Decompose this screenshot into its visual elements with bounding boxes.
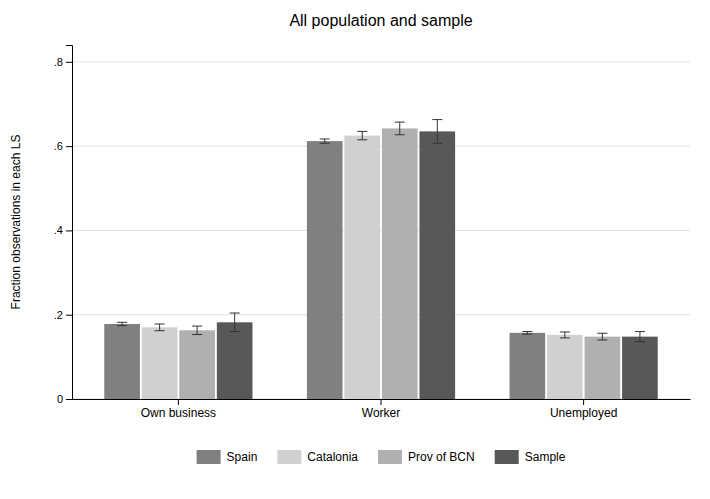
axis-line — [66, 46, 73, 400]
tick-mark — [583, 399, 584, 405]
title: All population and sample — [289, 12, 472, 29]
legend-swatch — [277, 450, 301, 464]
error-bar — [522, 332, 532, 335]
y-axis-title: Fraction observations in each LS — [9, 135, 23, 310]
tick-mark — [66, 230, 72, 231]
series — [217, 120, 658, 399]
bar — [510, 333, 546, 399]
grid-line — [72, 314, 690, 315]
error-bar — [560, 332, 570, 338]
tick: .6 — [54, 140, 72, 152]
bar — [307, 141, 343, 399]
tick: .4 — [54, 224, 72, 236]
tick-mark — [66, 399, 72, 400]
series — [142, 131, 583, 399]
tick-label: Own business — [141, 406, 216, 420]
y-axis: 0 .2 .4 .6 .8 — [54, 46, 73, 406]
error-bar — [192, 326, 202, 334]
tick-mark — [178, 399, 179, 405]
legend-swatch — [378, 450, 402, 464]
error-bar — [117, 322, 127, 325]
legend-item: Sample — [495, 450, 566, 464]
grid-line — [72, 230, 690, 231]
plot: 0 .2 .4 .6 .8 Own business Worker Unemployed — [54, 46, 691, 420]
bar — [547, 335, 583, 399]
legend-swatch — [495, 450, 519, 464]
bar — [179, 330, 215, 399]
tick-mark — [381, 399, 382, 405]
grid-line — [72, 61, 690, 62]
tick: Unemployed — [550, 399, 617, 420]
legend-item: Prov of BCN — [378, 450, 475, 464]
error-bar — [395, 122, 405, 135]
error-bar — [320, 139, 330, 143]
tick: .2 — [54, 309, 72, 321]
bar — [622, 337, 658, 399]
bar — [142, 327, 178, 399]
error-bar — [635, 332, 645, 342]
legend-label: Sample — [525, 450, 566, 464]
tick: 0 — [57, 393, 72, 405]
legend: Spain Catalonia Prov of BCN Sample — [197, 450, 566, 464]
error-bar — [597, 333, 607, 340]
error-bar — [357, 131, 367, 139]
tick: Own business — [141, 399, 216, 420]
series — [104, 139, 545, 399]
chart: 0 .2 .4 .6 .8 Own business Worker Unemployed All… — [0, 0, 710, 499]
tick-mark — [66, 146, 72, 147]
tick: .8 — [54, 56, 72, 68]
bar — [585, 337, 621, 399]
legend-swatch — [197, 450, 221, 464]
legend-label: Spain — [227, 450, 258, 464]
bar — [217, 322, 253, 399]
marks — [104, 120, 657, 399]
bar — [104, 324, 140, 399]
error-bar — [155, 324, 165, 331]
tick-label: .2 — [54, 309, 63, 321]
legend-item: Spain — [197, 450, 258, 464]
error-bar — [432, 120, 442, 144]
legend-item: Catalonia — [277, 450, 358, 464]
tick-label: 0 — [57, 393, 63, 405]
tick-mark — [66, 62, 72, 63]
grid-line — [72, 146, 690, 147]
bar — [344, 136, 380, 399]
tick-label: Unemployed — [550, 406, 617, 420]
x-axis: Own business Worker Unemployed — [73, 399, 691, 420]
series — [179, 122, 620, 399]
tick-label: .6 — [54, 140, 63, 152]
legend-label: Prov of BCN — [408, 450, 475, 464]
tick-mark — [66, 315, 72, 316]
tick-label: .8 — [54, 56, 63, 68]
legend-label: Catalonia — [307, 450, 358, 464]
grid — [72, 62, 690, 399]
tick: Worker — [362, 399, 400, 420]
bar — [419, 131, 455, 399]
error-bar — [230, 313, 240, 332]
tick-label: Worker — [362, 406, 400, 420]
tick-label: .4 — [54, 224, 63, 236]
bar — [382, 128, 418, 399]
